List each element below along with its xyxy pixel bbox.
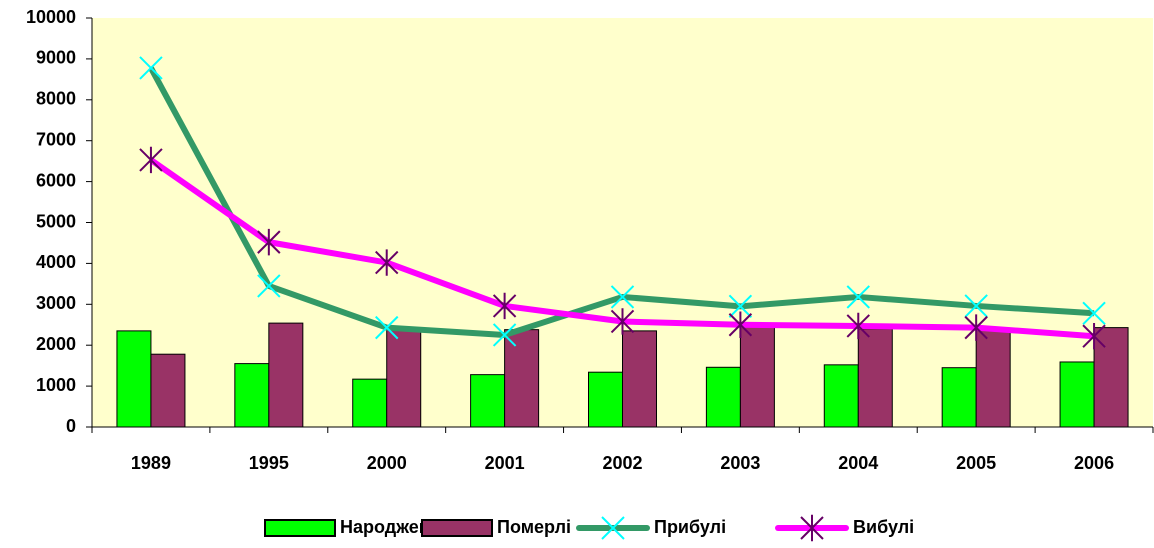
legend-marker	[601, 516, 625, 540]
x-tick-label: 1995	[249, 453, 289, 473]
legend-swatch	[264, 519, 336, 537]
line-marker	[728, 311, 753, 338]
line-marker	[492, 292, 517, 320]
bar	[823, 364, 859, 428]
y-tick-label: 9000	[36, 48, 76, 68]
line-marker	[728, 294, 753, 319]
x-tick-label: 2002	[602, 453, 642, 473]
line-marker	[964, 294, 988, 318]
x-tick-label: 2005	[956, 453, 996, 473]
bar	[352, 378, 388, 428]
y-tick-label: 2000	[36, 334, 76, 354]
y-tick-label: 7000	[36, 129, 76, 149]
line-marker	[846, 312, 870, 340]
line-marker	[375, 249, 399, 276]
x-tick-label: 2004	[838, 453, 878, 473]
line-marker	[139, 56, 163, 80]
line-marker	[964, 314, 988, 341]
y-tick-label: 3000	[36, 293, 76, 313]
y-tick-label: 4000	[36, 252, 76, 272]
x-tick-label: 1989	[131, 453, 171, 473]
line-marker	[610, 308, 635, 335]
line-marker	[375, 315, 399, 340]
bar	[941, 367, 977, 428]
legend-label: Померлі	[497, 517, 571, 537]
legend-swatch	[421, 519, 493, 537]
legend-label: Прибулі	[654, 517, 726, 537]
x-tick-label: 2000	[367, 453, 407, 473]
bar	[975, 329, 1011, 428]
bar	[268, 322, 304, 428]
bar	[150, 353, 186, 428]
bar	[386, 328, 422, 428]
legend-marker	[800, 514, 824, 542]
bar	[588, 371, 623, 428]
bar	[1059, 361, 1095, 428]
legend-label: Вибулі	[853, 517, 914, 537]
x-tick-label: 2003	[720, 453, 760, 473]
line-marker	[257, 274, 281, 298]
line-marker	[1082, 301, 1106, 326]
bar	[705, 366, 741, 428]
bar	[857, 328, 893, 428]
y-tick-label: 6000	[36, 170, 76, 190]
x-tick-label: 2001	[485, 453, 525, 473]
bar	[1093, 327, 1129, 428]
line-marker	[610, 285, 635, 309]
y-tick-label: 8000	[36, 89, 76, 109]
x-tick-label: 2006	[1074, 453, 1114, 473]
line-marker	[139, 146, 163, 174]
bar	[116, 330, 152, 428]
y-tick-label: 0	[66, 416, 76, 436]
line-marker	[846, 285, 870, 309]
bar	[739, 326, 775, 428]
y-tick-label: 10000	[26, 7, 76, 27]
bar	[470, 374, 506, 428]
bar	[234, 363, 270, 428]
line-marker	[1082, 323, 1106, 350]
y-tick-label: 1000	[36, 375, 76, 395]
bar	[504, 329, 540, 428]
bar	[622, 330, 657, 428]
legend-label: Народжені	[340, 517, 435, 537]
line-marker	[492, 323, 517, 347]
y-tick-label: 5000	[36, 211, 76, 231]
line-marker	[257, 228, 281, 256]
